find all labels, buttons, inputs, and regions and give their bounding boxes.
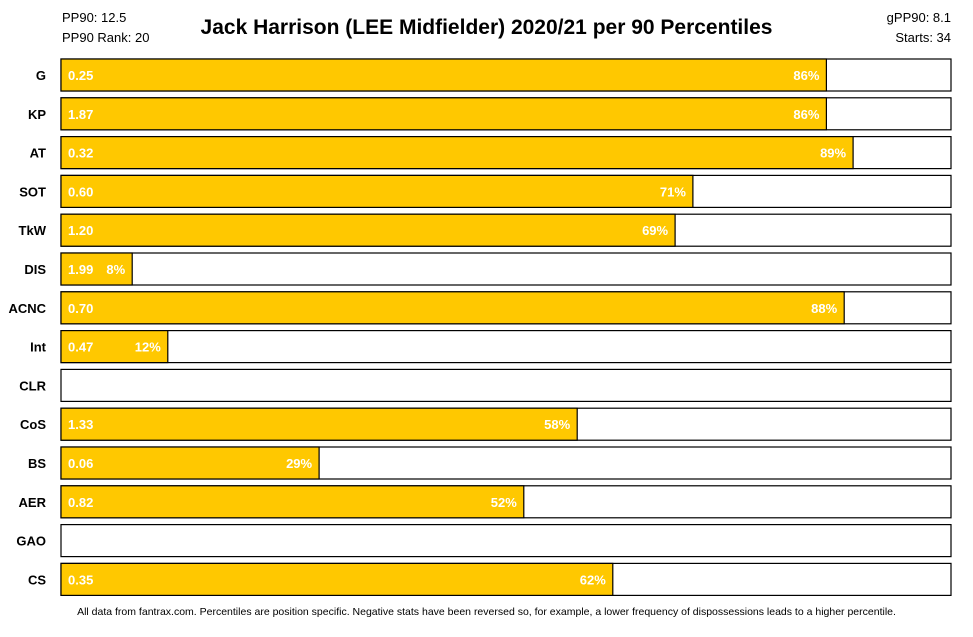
pp90-label: PP90: 12.5 xyxy=(62,10,127,25)
stat-label-kp: 1.87 xyxy=(68,107,93,122)
category-label-kp: KP xyxy=(28,107,46,122)
category-label-bs: BS xyxy=(28,456,46,471)
stat-label-cos: 1.33 xyxy=(68,417,93,432)
percent-label-sot: 71% xyxy=(660,184,686,199)
category-label-g: G xyxy=(36,68,46,83)
pp90-rank-label: PP90 Rank: 20 xyxy=(62,30,150,45)
bar-acnc xyxy=(60,291,845,325)
category-label-at: AT xyxy=(30,146,46,161)
bar-track-clr xyxy=(60,368,952,402)
category-label-tkw: TkW xyxy=(19,223,47,238)
bar-track-gao xyxy=(60,523,952,558)
percent-label-at: 89% xyxy=(820,146,846,161)
category-label-cos: CoS xyxy=(20,417,46,432)
percent-label-int: 12% xyxy=(135,340,161,355)
bar-sot xyxy=(60,174,694,208)
percent-label-kp: 86% xyxy=(793,107,819,122)
percent-label-bs: 29% xyxy=(286,456,312,471)
percent-label-cos: 58% xyxy=(544,417,570,432)
category-label-clr: CLR xyxy=(19,378,46,393)
stat-label-at: 0.32 xyxy=(68,146,93,161)
percent-label-g: 86% xyxy=(793,68,819,83)
chart-title: Jack Harrison (LEE Midfielder) 2020/21 p… xyxy=(200,16,773,39)
stat-label-tkw: 1.20 xyxy=(68,223,93,238)
gpp90-label: gPP90: 8.1 xyxy=(886,10,951,25)
bar-track-int xyxy=(60,330,952,364)
bar-int xyxy=(60,330,169,364)
category-label-acnc: ACNC xyxy=(8,301,46,316)
stat-label-aer: 0.82 xyxy=(68,495,93,510)
percent-label-cs: 62% xyxy=(580,572,606,587)
footer-note: All data from fantrax.com. Percentiles a… xyxy=(77,606,896,618)
stat-label-dis: 1.99 xyxy=(68,262,93,277)
category-label-sot: SOT xyxy=(19,184,46,199)
bar-g xyxy=(60,58,828,92)
stat-label-bs: 0.06 xyxy=(68,456,93,471)
header-left: PP90: 12.5 PP90 Rank: 20 xyxy=(62,8,149,48)
category-label-gao: GAO xyxy=(16,534,46,549)
bar-tkw xyxy=(60,213,676,247)
category-label-int: Int xyxy=(30,340,47,355)
category-label-aer: AER xyxy=(19,495,47,510)
bar-dis xyxy=(60,252,133,286)
starts-label: Starts: 34 xyxy=(895,30,951,45)
bar-kp xyxy=(60,97,828,131)
stat-label-g: 0.25 xyxy=(68,68,93,83)
bar-track-dis xyxy=(60,252,952,286)
bar-bs xyxy=(60,446,320,480)
header-right: gPP90: 8.1 Starts: 34 xyxy=(887,8,951,48)
percent-label-acnc: 88% xyxy=(811,301,837,316)
percent-label-tkw: 69% xyxy=(642,223,668,238)
stat-label-int: 0.47 xyxy=(68,340,93,355)
stat-label-sot: 0.60 xyxy=(68,184,93,199)
bar-cos xyxy=(60,407,578,441)
stat-label-cs: 0.35 xyxy=(68,572,93,587)
bar-at xyxy=(60,136,854,170)
percent-label-aer: 52% xyxy=(491,495,517,510)
category-label-dis: DIS xyxy=(24,262,46,277)
bar-aer xyxy=(60,485,525,519)
category-label-cs: CS xyxy=(28,572,46,587)
bar-cs xyxy=(60,562,614,597)
stat-label-acnc: 0.70 xyxy=(68,301,93,316)
percent-label-dis: 8% xyxy=(106,262,125,277)
